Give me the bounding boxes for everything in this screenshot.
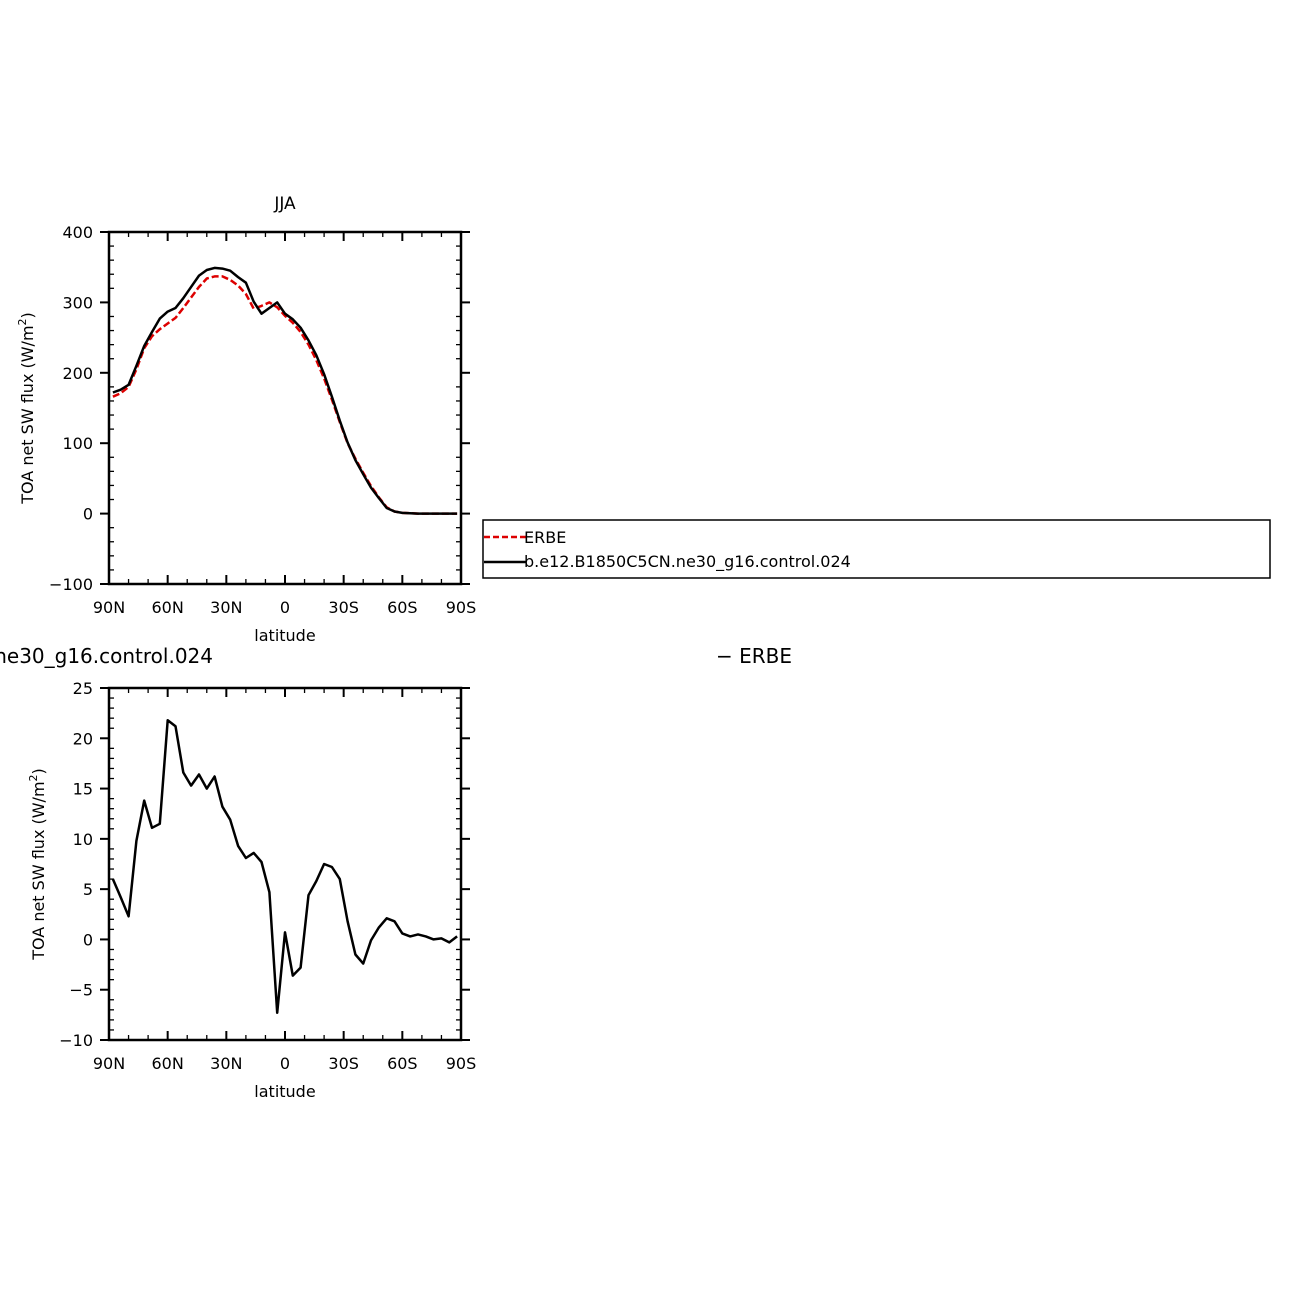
y-tick-label: 5 xyxy=(83,880,93,899)
legend-label-erbe: ERBE xyxy=(524,528,566,547)
x-tick-label: 90N xyxy=(93,598,125,617)
panel-bottom-xlabel: latitude xyxy=(254,1082,315,1101)
panel-bottom-title-right: − ERBE xyxy=(716,644,792,668)
panel-bottom-ylabel: TOA net SW flux (W/m2) xyxy=(27,768,48,961)
x-tick-label: 30S xyxy=(328,598,359,617)
panel-top-title: JJA xyxy=(273,194,296,214)
x-tick-label: 60N xyxy=(152,598,184,617)
x-tick-label: 90N xyxy=(93,1054,125,1073)
x-tick-label: 0 xyxy=(280,1054,290,1073)
x-tick-label: 30N xyxy=(210,1054,242,1073)
y-tick-label: −100 xyxy=(49,575,93,594)
legend-label-model: b.e12.B1850C5CN.ne30_g16.control.024 xyxy=(524,552,851,572)
x-tick-label: 60S xyxy=(387,598,418,617)
y-tick-label: −5 xyxy=(69,981,93,1000)
x-tick-label: 90S xyxy=(446,1054,477,1073)
panel-bottom-title-left: b.e12.B1850C5CN.ne30_g16.control.024 xyxy=(0,644,213,668)
y-tick-label: 200 xyxy=(62,364,93,383)
x-tick-label: 30S xyxy=(328,1054,359,1073)
x-tick-label: 30N xyxy=(210,598,242,617)
y-tick-label: 400 xyxy=(62,223,93,242)
series-line-top-0 xyxy=(112,275,458,515)
y-tick-label: 20 xyxy=(73,729,93,748)
y-tick-label: 10 xyxy=(73,830,93,849)
series-line-top-1 xyxy=(112,266,458,515)
panel-top-xlabel: latitude xyxy=(254,626,315,645)
x-tick-label: 0 xyxy=(280,598,290,617)
y-tick-label: 100 xyxy=(62,434,93,453)
panel-bottom: b.e12.B1850C5CN.ne30_g16.control.024 − E… xyxy=(0,644,792,1101)
panel-top: JJA 90N 60N 30N 0 30S 60S 90S −100 0 100 200 300 40… xyxy=(16,194,476,645)
x-tick-label: 60S xyxy=(387,1054,418,1073)
series-line-bottom-0 xyxy=(111,718,458,1015)
y-tick-label: 0 xyxy=(83,930,93,949)
panel-top-ylabel: TOA net SW flux (W/m2) xyxy=(16,312,37,505)
y-tick-label: 25 xyxy=(73,679,93,698)
x-tick-label: 60N xyxy=(152,1054,184,1073)
legend: ERBE b.e12.B1850C5CN.ne30_g16.control.02… xyxy=(482,519,1271,579)
x-tick-label: 90S xyxy=(446,598,477,617)
panel-bottom-frame xyxy=(107,686,463,1042)
legend-box xyxy=(482,519,1271,579)
y-tick-label: 15 xyxy=(73,780,93,799)
y-tick-label: 0 xyxy=(83,505,93,524)
panel-top-frame xyxy=(107,230,463,586)
y-tick-label: 300 xyxy=(62,293,93,312)
y-tick-label: −10 xyxy=(59,1031,93,1050)
